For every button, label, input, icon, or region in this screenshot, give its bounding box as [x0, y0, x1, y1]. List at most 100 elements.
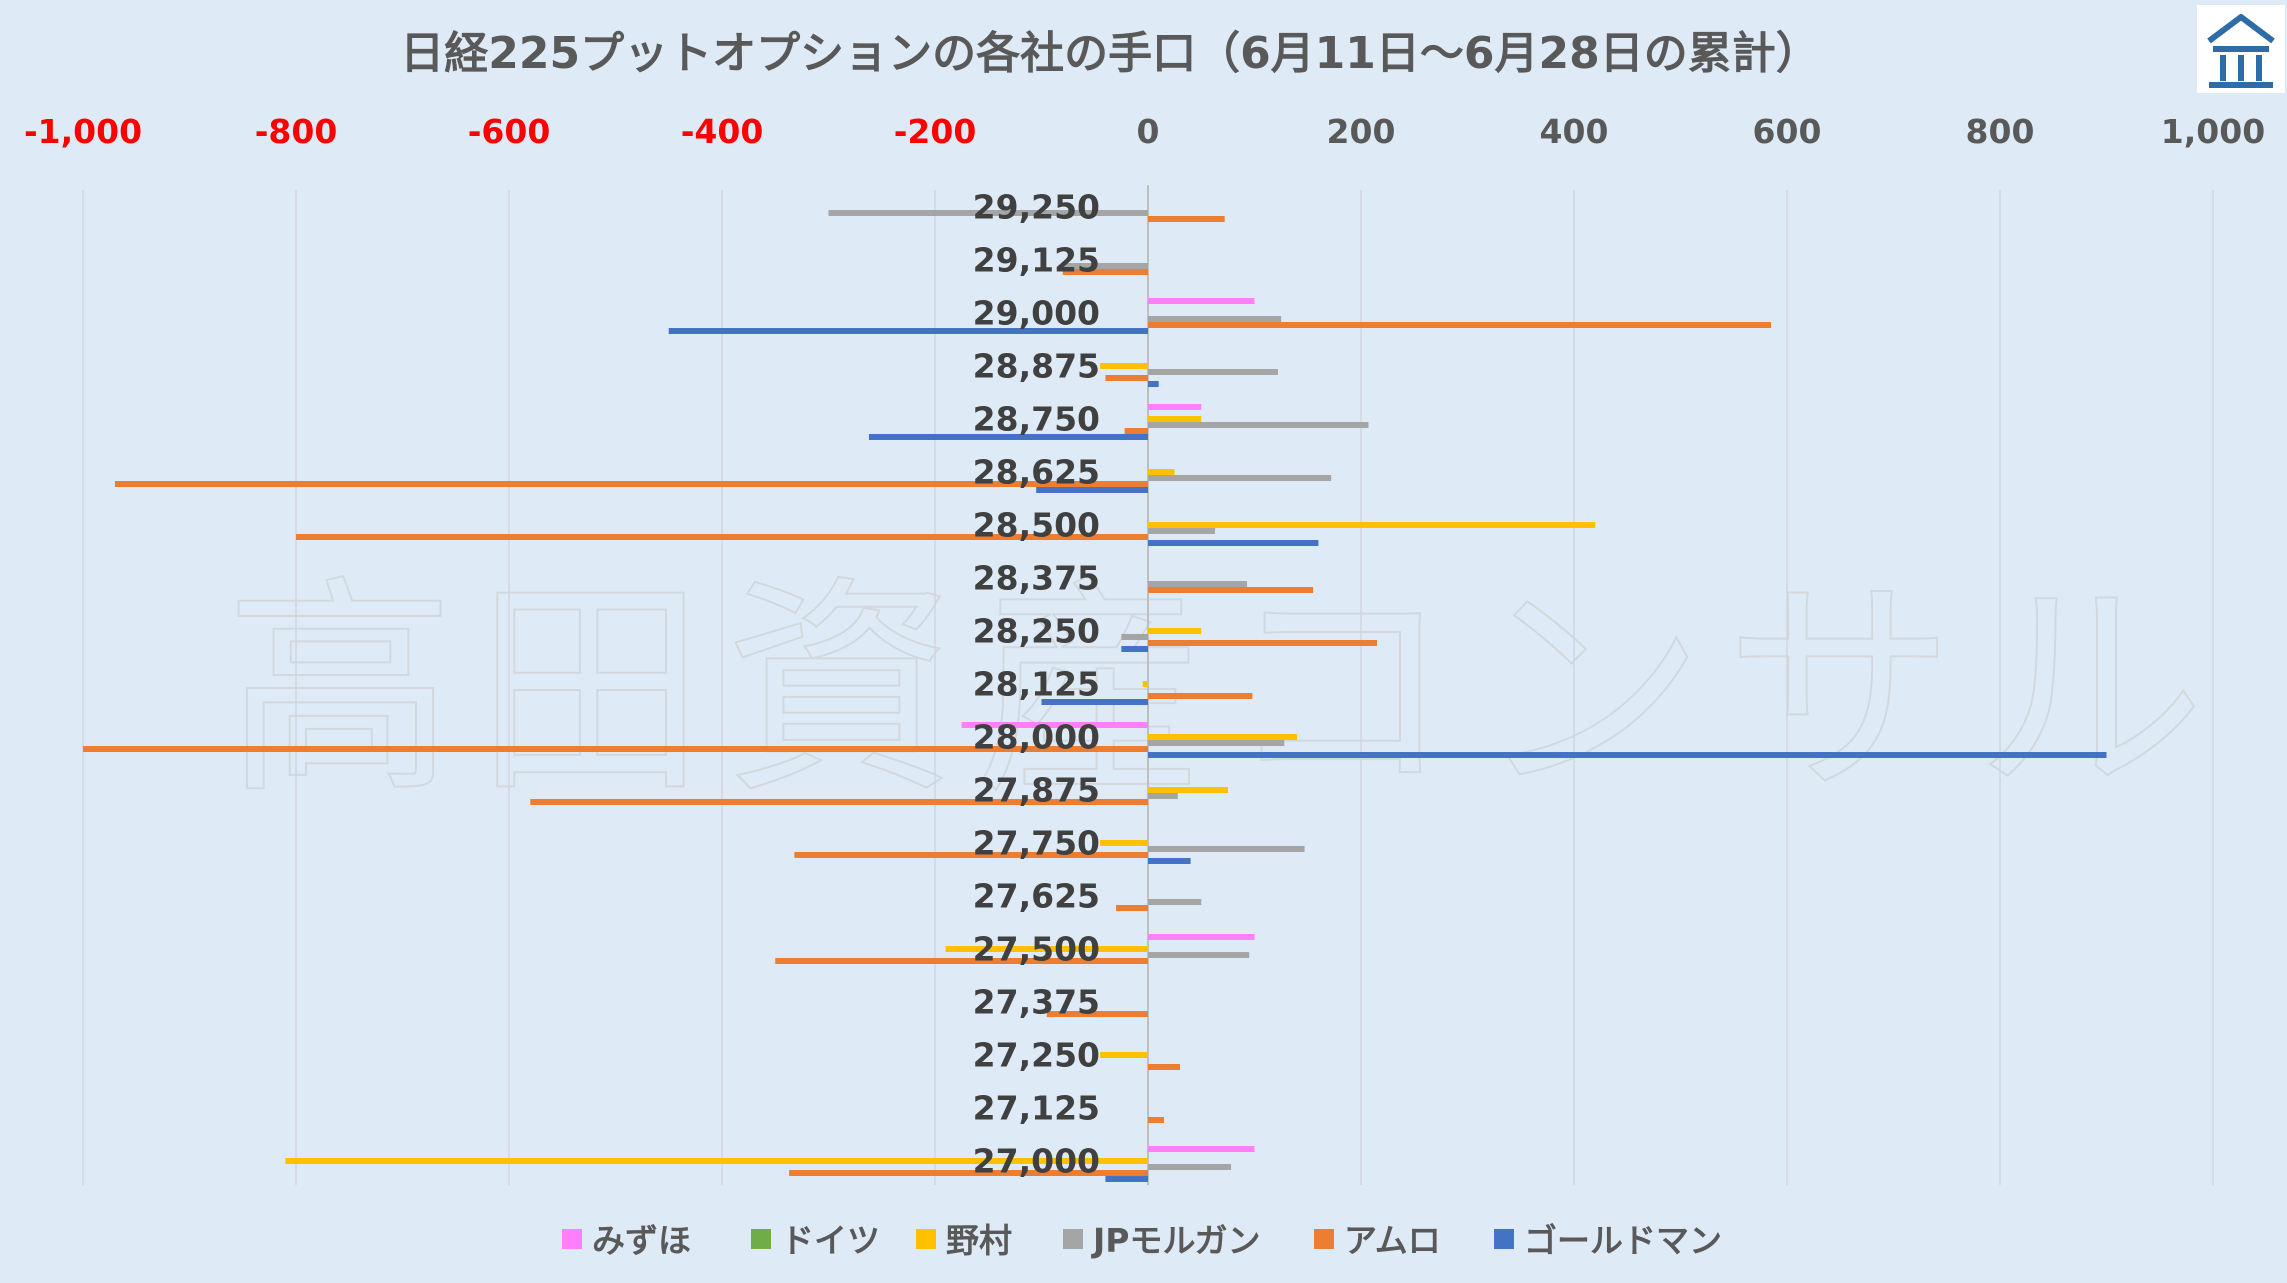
bar — [1100, 840, 1148, 846]
bar — [1148, 793, 1178, 799]
category-label: 28,625 — [973, 453, 1100, 492]
category-label: 27,750 — [973, 824, 1100, 863]
bar — [1148, 628, 1202, 634]
x-tick-label: -600 — [468, 112, 551, 151]
category-label: 27,375 — [973, 983, 1100, 1022]
x-tick-label: 400 — [1540, 112, 1609, 151]
legend-label: ドイツ — [781, 1221, 880, 1260]
legend-label: JPモルガン — [1091, 1221, 1260, 1260]
bar — [285, 1158, 1149, 1164]
bar — [1148, 322, 1772, 328]
bar — [1148, 1064, 1180, 1070]
bar — [1148, 469, 1175, 475]
category-label: 28,000 — [973, 718, 1100, 757]
bar — [1148, 787, 1228, 793]
chart-title: 日経225プットオプションの各社の手口（6月11日～6月28日の累計） — [400, 28, 1820, 79]
bar — [1148, 404, 1202, 410]
x-tick-label: 200 — [1327, 112, 1396, 151]
bar — [668, 328, 1148, 334]
bar — [1121, 646, 1148, 652]
bar — [1148, 640, 1377, 646]
bar — [1148, 587, 1314, 593]
category-label: 27,625 — [973, 877, 1100, 916]
bar — [961, 722, 1148, 728]
legend-swatch — [1314, 1229, 1334, 1249]
bar — [530, 799, 1148, 805]
bar — [1148, 752, 2107, 758]
category-label: 27,125 — [973, 1089, 1100, 1128]
bar — [1148, 581, 1248, 587]
bar — [1148, 416, 1202, 422]
bar — [1121, 634, 1148, 640]
bar — [868, 434, 1148, 440]
bar — [1124, 428, 1148, 434]
bar — [1148, 693, 1253, 699]
x-tick-label: 800 — [1966, 112, 2035, 151]
bar — [1148, 381, 1159, 387]
gridlines — [82, 185, 2214, 1185]
bar — [1148, 422, 1369, 428]
category-label: 27,250 — [973, 1036, 1100, 1075]
legend-label: ゴールドマン — [1524, 1221, 1722, 1260]
bar — [1148, 846, 1305, 852]
bar — [1148, 298, 1255, 304]
bar — [83, 746, 1148, 752]
x-tick-labels: -1,000 -800 -600 -400 -200 0 200 400 600 800 1,000 — [24, 112, 2265, 151]
bar — [1041, 699, 1148, 705]
bar — [1036, 487, 1148, 493]
category-label: 27,500 — [973, 930, 1100, 969]
bar — [1148, 740, 1285, 746]
legend-swatch — [916, 1229, 936, 1249]
x-tick-label: 1,000 — [2161, 112, 2265, 151]
bar — [1105, 375, 1148, 381]
bar — [1062, 269, 1148, 275]
legend-swatch — [751, 1229, 771, 1249]
x-tick-label: -800 — [255, 112, 338, 151]
bar — [1148, 734, 1298, 740]
x-tick-label: 600 — [1753, 112, 1822, 151]
legend-label: みずほ — [592, 1221, 691, 1260]
bar — [1148, 1117, 1164, 1123]
bar — [1148, 899, 1202, 905]
bar — [296, 534, 1148, 540]
bar — [1148, 216, 1225, 222]
category-label: 28,875 — [973, 347, 1100, 386]
bar — [1046, 1011, 1148, 1017]
watermark: 高田資産コンサル — [225, 558, 2225, 825]
category-label: 28,375 — [973, 559, 1100, 598]
category-label: 28,500 — [973, 506, 1100, 545]
bar — [114, 481, 1149, 487]
bar — [1116, 905, 1148, 911]
x-tick-label: -200 — [894, 112, 977, 151]
legend-label: アムロ — [1344, 1221, 1441, 1260]
x-tick-label: 0 — [1137, 112, 1160, 151]
bar — [1148, 934, 1255, 940]
bar — [775, 958, 1148, 964]
bar — [1148, 1146, 1255, 1152]
category-label: 28,125 — [973, 665, 1100, 704]
bars — [83, 210, 2107, 1182]
bar — [945, 946, 1148, 952]
category-label: 27,875 — [973, 771, 1100, 810]
bar — [1142, 681, 1148, 687]
bar — [1148, 522, 1596, 528]
category-label: 28,750 — [973, 400, 1100, 439]
legend-swatch — [1063, 1229, 1083, 1249]
bar — [1062, 263, 1148, 269]
category-label: 29,125 — [973, 241, 1100, 280]
legend: みずほ ドイツ 野村 JPモルガン アムロ ゴールドマン — [562, 1221, 1722, 1260]
bar — [1105, 1176, 1148, 1182]
category-label: 29,000 — [973, 294, 1100, 333]
bar — [1148, 528, 1216, 534]
bar — [1148, 475, 1332, 481]
bar — [1100, 1052, 1148, 1058]
building-columns-logo-icon — [2207, 14, 2275, 88]
bar — [1148, 1164, 1232, 1170]
x-tick-label: -1,000 — [24, 112, 142, 151]
bar — [1148, 952, 1250, 958]
bar — [1100, 363, 1148, 369]
bar — [1148, 369, 1278, 375]
bar — [1148, 540, 1319, 546]
bar — [1148, 858, 1191, 864]
